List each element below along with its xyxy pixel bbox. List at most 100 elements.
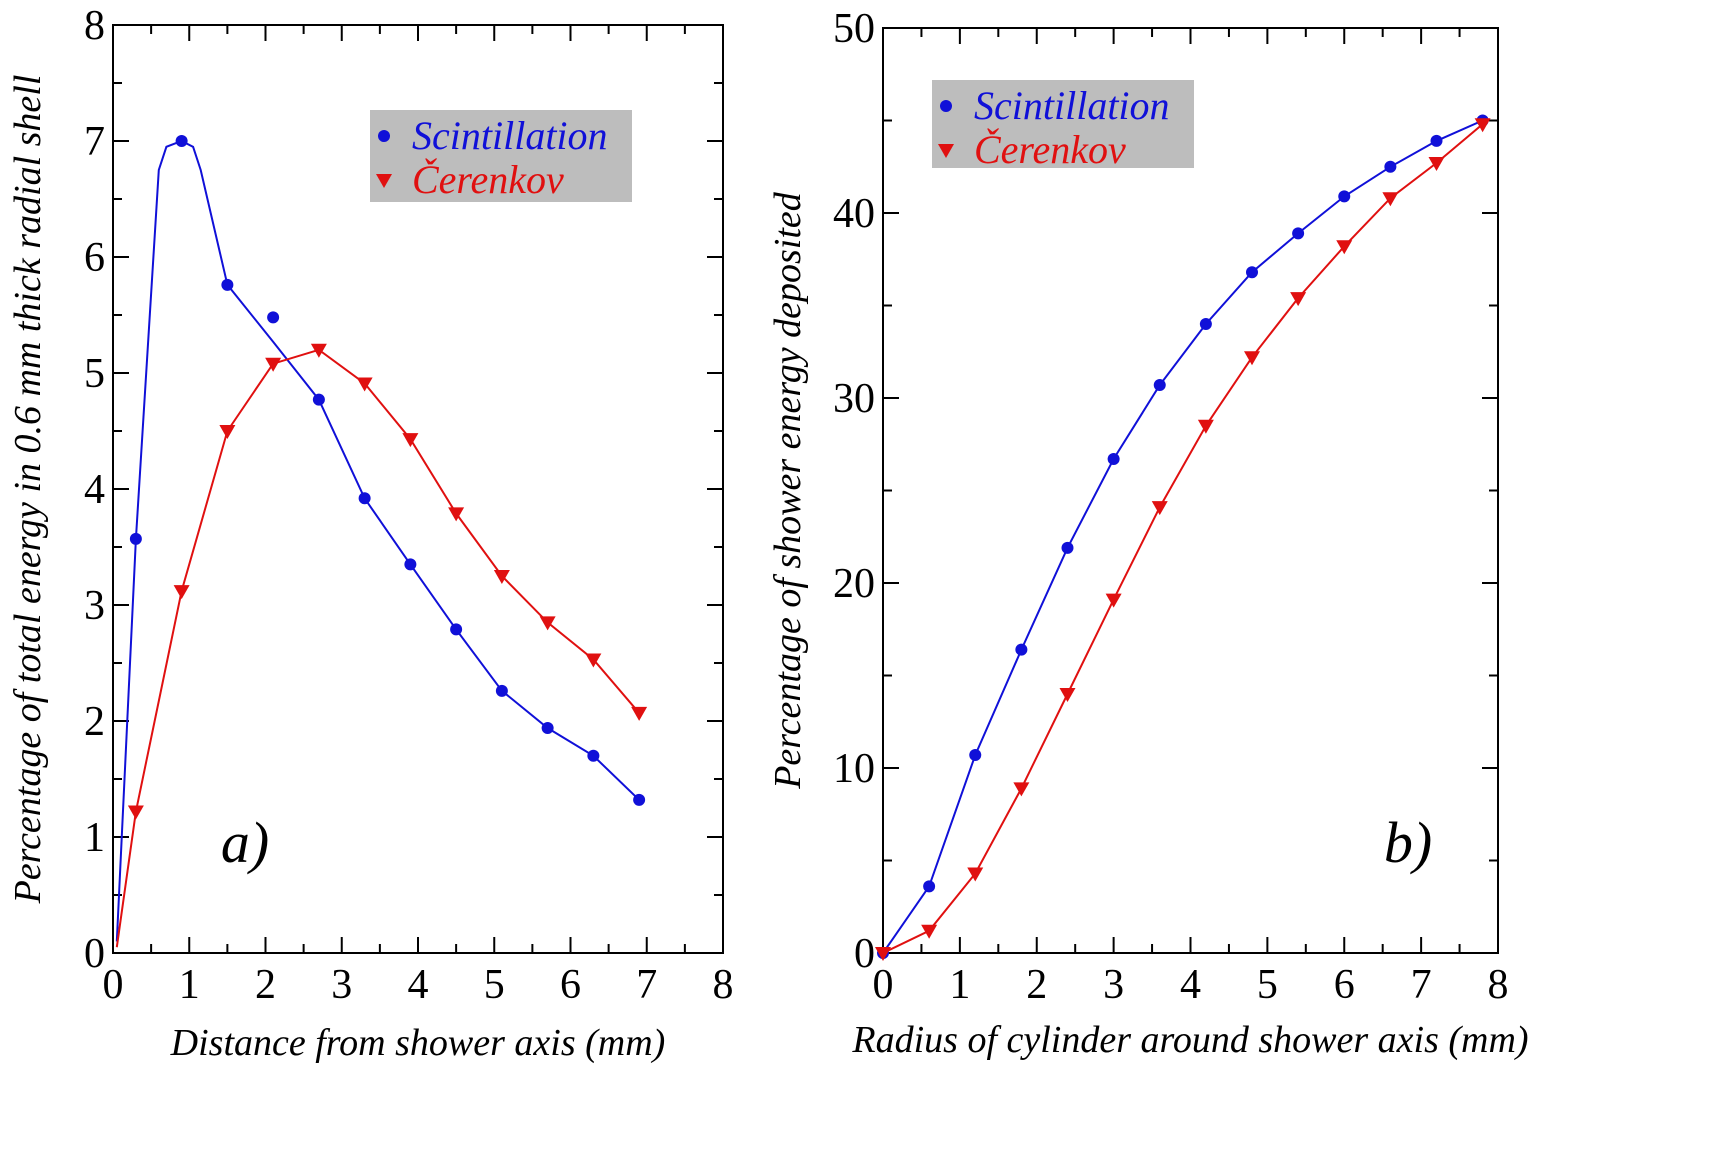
y-axis-title: Percentage of total energy in 0.6 mm thi… <box>7 75 49 905</box>
cerenkov-point <box>493 570 510 584</box>
y-tick-label: 30 <box>833 376 875 422</box>
y-tick-label: 6 <box>84 235 105 281</box>
cerenkov-point <box>1474 118 1491 133</box>
cerenkov-point <box>921 924 938 939</box>
x-tick-label: 0 <box>103 962 124 1008</box>
scintillation-point <box>1384 160 1397 173</box>
legend-cerenkov-marker <box>376 174 392 188</box>
scintillation-point <box>450 623 463 636</box>
y-tick-label: 0 <box>854 931 875 977</box>
legend-cerenkov-label: Čerenkov <box>974 127 1126 172</box>
scintillation-point <box>923 880 936 893</box>
cerenkov-point <box>631 706 648 721</box>
cerenkov-point <box>1197 419 1214 434</box>
x-tick-label: 6 <box>1334 962 1355 1008</box>
y-tick-label: 1 <box>84 815 105 861</box>
scintillation-point <box>1430 134 1443 147</box>
legend-scintillation-label: Scintillation <box>974 83 1170 128</box>
cerenkov-point <box>402 433 419 448</box>
scintillation-point <box>1246 266 1258 279</box>
x-axis-title: Distance from shower axis (mm) <box>170 1022 666 1064</box>
cerenkov-point <box>356 377 373 392</box>
x-tick-label: 3 <box>1103 962 1124 1008</box>
y-tick-label: 20 <box>833 561 875 607</box>
scintillation-point <box>221 278 234 291</box>
y-tick-label: 40 <box>833 191 875 237</box>
cerenkov-point <box>219 425 236 439</box>
legend-scintillation-label: Scintillation <box>412 113 608 158</box>
cerenkov-point <box>173 585 190 600</box>
cerenkov-point <box>875 947 891 961</box>
scintillation-point <box>267 311 280 324</box>
cerenkov-point <box>310 343 327 358</box>
panel-a: 0 1 2 3 4 5 6 7 8 0 1 2 3 4 5 6 7 8 Distance from shower a… <box>7 3 734 1064</box>
y-tick-label: 10 <box>833 746 875 792</box>
cerenkov-point <box>1059 688 1076 702</box>
cerenkov-line <box>115 348 640 948</box>
panel-label: a) <box>221 810 269 875</box>
cerenkov-point <box>127 805 144 820</box>
scintillation-point <box>541 721 554 734</box>
legend-cerenkov-label: Čerenkov <box>412 157 564 202</box>
cerenkov-point <box>967 867 984 882</box>
x-tick-label: 2 <box>1026 962 1047 1008</box>
cerenkov-point <box>265 357 282 372</box>
y-tick-label: 5 <box>84 351 105 397</box>
x-tick-label: 8 <box>1488 962 1509 1008</box>
scintillation-point <box>404 558 417 571</box>
y-axis-title: Percentage of shower energy deposited <box>767 191 809 790</box>
x-tick-label: 0 <box>873 962 894 1008</box>
scintillation-point <box>633 793 646 806</box>
y-tick-label: 7 <box>84 119 105 165</box>
y-tick-label: 2 <box>84 699 105 745</box>
x-tick-label: 5 <box>1257 962 1278 1008</box>
scintillation-point <box>1015 643 1028 656</box>
x-tick-label: 1 <box>949 962 970 1008</box>
cerenkov-point <box>1290 292 1307 307</box>
cerenkov-point <box>1382 192 1399 207</box>
scintillation-point <box>358 492 371 505</box>
legend-scintillation-marker <box>378 130 390 142</box>
x-axis-title: Radius of cylinder around shower axis (m… <box>851 1019 1528 1061</box>
x-tick-label: 5 <box>484 962 505 1008</box>
legend-box <box>932 80 1194 168</box>
legend-cerenkov-marker <box>938 144 954 158</box>
cerenkov-point <box>1244 351 1260 366</box>
scintillation-point <box>1292 227 1305 240</box>
y-tick-label: 8 <box>84 3 105 49</box>
cerenkov-point <box>1013 782 1030 797</box>
cerenkov-point <box>448 507 465 522</box>
cerenkov-point <box>1336 240 1353 255</box>
scintillation-line <box>882 119 1484 954</box>
x-tick-label: 4 <box>1180 962 1201 1008</box>
cerenkov-point <box>1428 157 1445 172</box>
x-tick-label: 7 <box>1411 962 1432 1008</box>
legend-scintillation-marker <box>940 100 952 112</box>
scintillation-point <box>1199 318 1212 330</box>
scintillation-point <box>312 393 325 406</box>
y-tick-label: 4 <box>84 467 105 513</box>
cerenkov-point <box>585 653 602 668</box>
scintillation-point <box>587 749 600 762</box>
y-tick-label: 3 <box>84 583 105 629</box>
cerenkov-point <box>539 616 556 631</box>
cerenkov-line <box>882 123 1484 954</box>
x-tick-label: 8 <box>713 962 734 1008</box>
scintillation-line <box>115 139 640 942</box>
x-tick-label: 7 <box>636 962 657 1008</box>
cerenkov-point <box>1151 501 1168 516</box>
y-tick-label: 50 <box>833 6 875 52</box>
scintillation-point <box>175 135 188 147</box>
scintillation-point <box>129 532 142 545</box>
scintillation-point <box>495 684 508 697</box>
x-tick-label: 4 <box>408 962 429 1008</box>
cerenkov-point <box>1105 593 1122 608</box>
panel-label: b) <box>1384 810 1432 875</box>
scintillation-point <box>1153 379 1166 392</box>
y-tick-label: 0 <box>84 931 105 977</box>
x-tick-label: 6 <box>560 962 581 1008</box>
x-tick-label: 3 <box>331 962 352 1008</box>
legend-box <box>370 110 632 202</box>
panel-b: 0 1 2 3 4 5 6 7 8 0 10 20 30 40 50 Radius of cylinder a… <box>767 6 1529 1061</box>
